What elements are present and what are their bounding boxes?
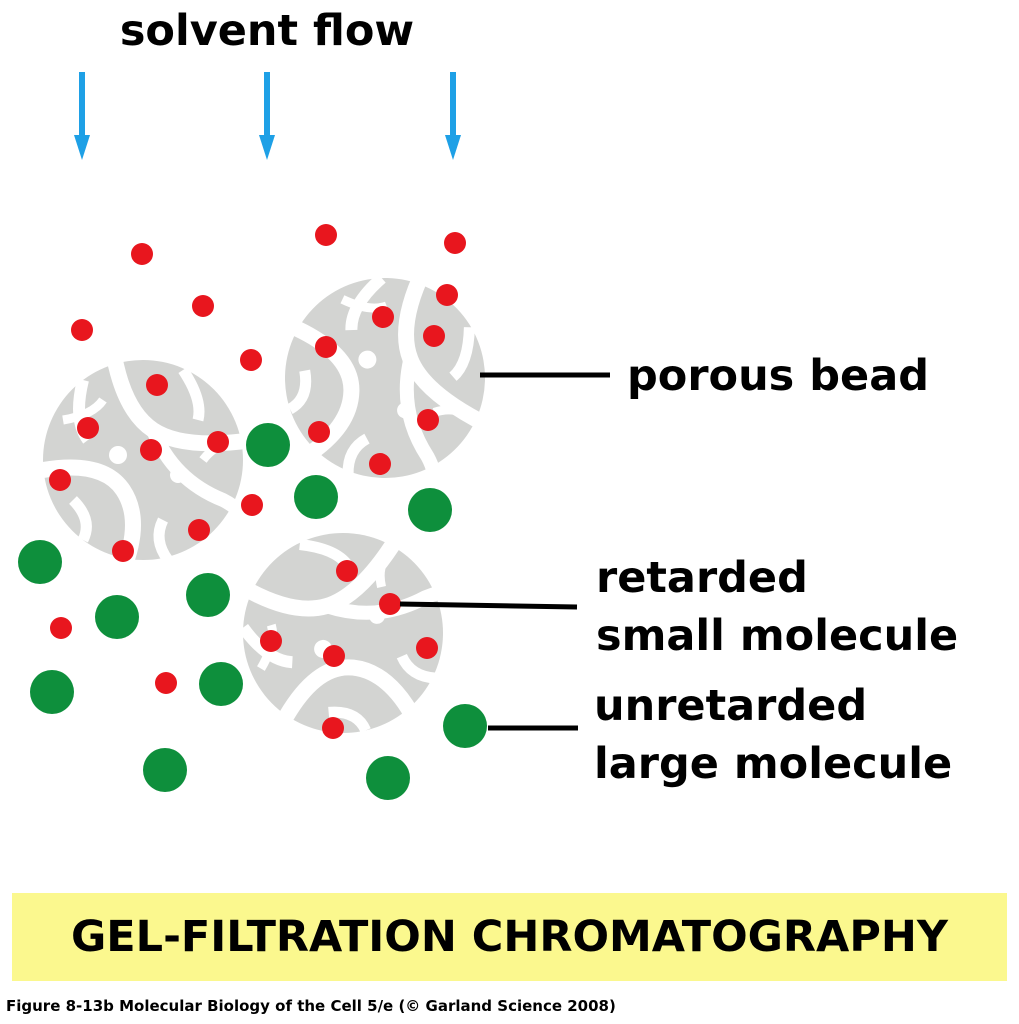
- green-dot: [30, 670, 74, 714]
- red-dot: [155, 672, 177, 694]
- large-molecules: [18, 423, 487, 800]
- red-dot: [241, 494, 263, 516]
- red-dot: [112, 540, 134, 562]
- red-dot: [423, 325, 445, 347]
- figure-caption: Figure 8-13b Molecular Biology of the Ce…: [6, 997, 616, 1015]
- title-banner: GEL-FILTRATION CHROMATOGRAPHY: [12, 893, 1007, 981]
- unretarded-label-line2: large molecule: [594, 739, 952, 789]
- solvent-flow-label: solvent flow: [120, 6, 414, 56]
- red-dot: [444, 232, 466, 254]
- figure-title: GEL-FILTRATION CHROMATOGRAPHY: [71, 912, 948, 962]
- red-dot: [369, 453, 391, 475]
- green-dot: [443, 704, 487, 748]
- green-dot: [186, 573, 230, 617]
- retarded-leader: [399, 601, 578, 610]
- green-dot: [366, 756, 410, 800]
- red-dot: [436, 284, 458, 306]
- red-dot: [417, 409, 439, 431]
- red-dot: [131, 243, 153, 265]
- red-dot: [323, 645, 345, 667]
- red-dot: [140, 439, 162, 461]
- red-dot: [260, 630, 282, 652]
- red-dot: [315, 224, 337, 246]
- down-arrow-icon: [445, 72, 461, 160]
- red-dot: [315, 336, 337, 358]
- green-dot: [246, 423, 290, 467]
- unretarded-label-line1: unretarded: [594, 681, 867, 731]
- red-dot: [336, 560, 358, 582]
- retarded-label-line1: retarded: [596, 553, 808, 603]
- green-dot: [95, 595, 139, 639]
- red-dot: [49, 469, 71, 491]
- down-arrow-icon: [259, 72, 275, 160]
- small-molecules: [49, 224, 466, 739]
- porous-bead-label: porous bead: [627, 351, 929, 401]
- red-dot: [192, 295, 214, 317]
- red-dot: [379, 593, 401, 615]
- green-dot: [143, 748, 187, 792]
- red-dot: [240, 349, 262, 371]
- red-dot: [50, 617, 72, 639]
- green-dot: [408, 488, 452, 532]
- red-dot: [188, 519, 210, 541]
- retarded-label-line2: small molecule: [596, 611, 958, 661]
- red-dot: [308, 421, 330, 443]
- porous-bead-icon: [240, 231, 538, 532]
- red-dot: [71, 319, 93, 341]
- red-dot: [322, 717, 344, 739]
- red-dot: [416, 637, 438, 659]
- green-dot: [294, 475, 338, 519]
- red-dot: [372, 306, 394, 328]
- down-arrow-icon: [74, 72, 90, 160]
- green-dot: [18, 540, 62, 584]
- red-dot: [207, 431, 229, 453]
- red-dot: [77, 417, 99, 439]
- green-dot: [199, 662, 243, 706]
- red-dot: [146, 374, 168, 396]
